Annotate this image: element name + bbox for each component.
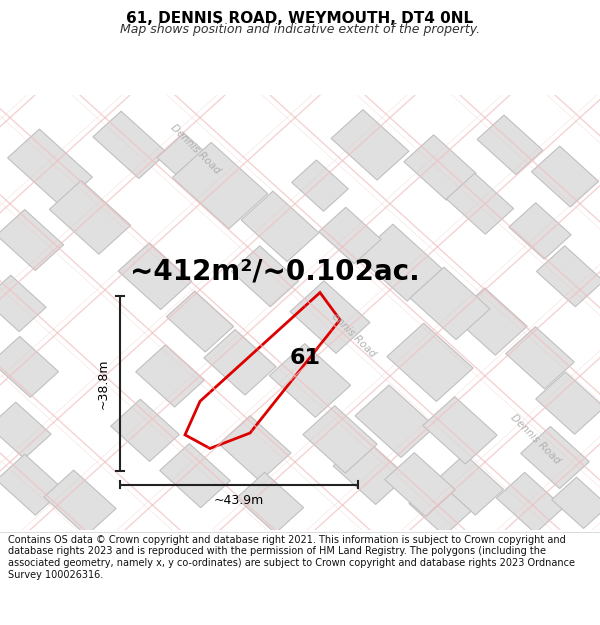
Polygon shape (552, 477, 600, 529)
Polygon shape (236, 472, 304, 533)
Polygon shape (0, 275, 46, 332)
Polygon shape (506, 327, 574, 389)
Polygon shape (0, 402, 51, 459)
Polygon shape (496, 472, 563, 533)
Text: Dennis Road: Dennis Road (168, 122, 222, 176)
Polygon shape (232, 246, 299, 307)
Polygon shape (319, 208, 381, 264)
Polygon shape (241, 191, 319, 262)
Polygon shape (172, 142, 268, 229)
Polygon shape (536, 372, 600, 434)
Polygon shape (410, 268, 490, 339)
Polygon shape (446, 173, 514, 234)
Polygon shape (387, 323, 473, 401)
Polygon shape (409, 479, 471, 536)
Polygon shape (118, 243, 192, 309)
Polygon shape (44, 470, 116, 536)
Text: Contains OS data © Crown copyright and database right 2021. This information is : Contains OS data © Crown copyright and d… (8, 535, 575, 579)
Polygon shape (204, 329, 276, 395)
Polygon shape (269, 344, 350, 418)
Polygon shape (532, 146, 599, 207)
Polygon shape (453, 288, 527, 355)
Polygon shape (333, 438, 407, 504)
Polygon shape (290, 281, 370, 353)
Text: ennis Road: ennis Road (330, 311, 378, 359)
Polygon shape (423, 397, 497, 464)
Polygon shape (49, 181, 131, 254)
Polygon shape (8, 129, 92, 206)
Polygon shape (509, 202, 571, 259)
Text: Dennis Road: Dennis Road (508, 412, 562, 466)
Polygon shape (292, 160, 348, 211)
Text: 61: 61 (290, 348, 320, 368)
Polygon shape (93, 111, 167, 179)
Polygon shape (219, 416, 291, 481)
Polygon shape (111, 399, 179, 461)
Polygon shape (355, 385, 435, 458)
Polygon shape (0, 209, 64, 271)
Polygon shape (404, 135, 476, 200)
Polygon shape (358, 224, 442, 301)
Text: 61, DENNIS ROAD, WEYMOUTH, DT4 0NL: 61, DENNIS ROAD, WEYMOUTH, DT4 0NL (127, 11, 473, 26)
Polygon shape (157, 133, 223, 192)
Polygon shape (385, 452, 455, 517)
Polygon shape (0, 336, 59, 398)
Polygon shape (136, 345, 204, 407)
Text: ~43.9m: ~43.9m (214, 494, 264, 507)
Polygon shape (166, 291, 233, 352)
Polygon shape (436, 454, 503, 515)
Polygon shape (160, 444, 230, 508)
Polygon shape (477, 115, 543, 174)
Polygon shape (521, 426, 589, 489)
Polygon shape (0, 454, 64, 515)
Polygon shape (536, 246, 600, 307)
Text: Map shows position and indicative extent of the property.: Map shows position and indicative extent… (120, 23, 480, 36)
Text: ~412m²/~0.102ac.: ~412m²/~0.102ac. (130, 258, 420, 286)
Polygon shape (303, 406, 377, 473)
Polygon shape (331, 109, 409, 180)
Text: ~38.8m: ~38.8m (97, 358, 110, 409)
